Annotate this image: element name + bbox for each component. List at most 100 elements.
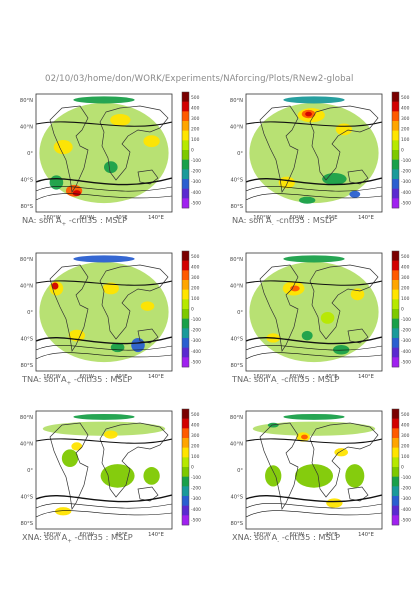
latitude-tick-label: 0° bbox=[237, 151, 243, 157]
anomaly-region bbox=[299, 196, 316, 204]
colorbar-swatch bbox=[392, 179, 399, 189]
latitude-tick-label: 40°N bbox=[230, 442, 243, 448]
latitude-tick-label: 80°N bbox=[230, 98, 243, 104]
anomaly-region bbox=[345, 464, 365, 488]
latitude-tick-label: 80°S bbox=[21, 521, 34, 527]
colorbar-swatch bbox=[392, 357, 399, 368]
colorbar-tick-label: 400 bbox=[401, 422, 410, 428]
colorbar-tick-label: -100 bbox=[401, 158, 411, 164]
colorbar-tick-label: 300 bbox=[191, 275, 200, 281]
colorbar-tick-label: -200 bbox=[191, 486, 201, 492]
mslp-map: 80°N 40°N 0° 40°S 80°S 160°W 60°W 40°E 140°E 500 4… bbox=[230, 91, 411, 221]
anomaly-region bbox=[100, 464, 135, 488]
colorbar-tick-label: 100 bbox=[401, 137, 410, 143]
anomaly-region bbox=[252, 421, 376, 436]
longitude-tick-label: 140°E bbox=[358, 374, 374, 380]
anomaly-region bbox=[301, 434, 308, 440]
longitude-tick-label: 140°E bbox=[148, 374, 164, 380]
colorbar-tick-label: 200 bbox=[401, 286, 410, 292]
contour-line bbox=[36, 494, 172, 503]
colorbar-frame bbox=[181, 408, 190, 526]
map-panel-na-plus: 80°N 40°N 0° 40°S 80°S 160°W 60°W 40°E 140°E 500 4… bbox=[10, 88, 201, 248]
contour-line bbox=[246, 121, 382, 127]
contour-line bbox=[36, 193, 172, 201]
colorbar-swatch bbox=[392, 169, 399, 180]
latitude-tick-label: 40°N bbox=[20, 125, 33, 131]
map-panel-na-minus: 80°N 40°N 0° 40°S 80°S 160°W 60°W 40°E 140°E 500 4… bbox=[220, 88, 411, 248]
colorbar-swatch bbox=[182, 198, 189, 209]
colorbar-frame bbox=[391, 91, 400, 209]
colorbar-tick-label: 0 bbox=[401, 465, 404, 471]
anomaly-region bbox=[283, 413, 345, 420]
colorbar-tick-label: 500 bbox=[191, 95, 200, 101]
colorbar-tick-label: 100 bbox=[401, 296, 410, 302]
anomaly-region bbox=[249, 261, 379, 363]
latitude-tick-label: 40°N bbox=[230, 284, 243, 290]
colorbar-tick-label: -300 bbox=[401, 179, 411, 185]
contour-line bbox=[246, 336, 382, 345]
map-frame bbox=[35, 252, 173, 372]
colorbar-tick-label: 500 bbox=[191, 412, 200, 418]
colorbar-swatch bbox=[182, 289, 189, 300]
colorbar-swatch bbox=[392, 309, 399, 319]
anomaly-region bbox=[110, 114, 131, 126]
anomaly-region bbox=[143, 467, 160, 485]
contour-line bbox=[36, 121, 172, 127]
anomaly-region bbox=[294, 464, 334, 488]
colorbar-frame bbox=[181, 250, 190, 368]
continent-outlines bbox=[259, 105, 379, 193]
anomaly-region bbox=[290, 285, 300, 292]
colorbar-swatch bbox=[182, 188, 189, 199]
anomaly-region bbox=[140, 301, 155, 311]
latitude-tick-label: 80°N bbox=[20, 415, 33, 421]
latitude-tick-label: 40°S bbox=[21, 337, 34, 343]
longitude-tick-label: 140°E bbox=[148, 532, 164, 538]
colorbar-tick-label: 200 bbox=[401, 444, 410, 450]
colorbar-swatch bbox=[392, 92, 399, 102]
colorbar-swatch bbox=[182, 121, 189, 131]
contour-line bbox=[246, 193, 382, 201]
anomaly-region bbox=[51, 282, 59, 290]
anomaly-region bbox=[73, 96, 135, 104]
colorbar-swatch bbox=[392, 101, 399, 112]
colorbar-swatch bbox=[182, 309, 189, 319]
contour-line bbox=[246, 494, 382, 503]
anomaly-region bbox=[326, 498, 343, 508]
latitude-tick-label: 80°N bbox=[20, 257, 33, 263]
latitude-tick-label: 0° bbox=[27, 151, 33, 157]
contour-line bbox=[36, 177, 172, 186]
colorbar-swatch bbox=[392, 476, 399, 487]
colorbar-swatch bbox=[392, 299, 399, 310]
colorbar-tick-label: 100 bbox=[401, 454, 410, 460]
anomaly-region bbox=[305, 111, 312, 117]
colorbar-tick-label: -300 bbox=[191, 496, 201, 502]
colorbar-swatch bbox=[392, 260, 399, 271]
latitude-tick-label: 40°N bbox=[230, 125, 243, 131]
anomaly-region bbox=[49, 175, 64, 190]
colorbar-swatch bbox=[182, 299, 189, 310]
colorbar-swatch bbox=[392, 318, 399, 329]
contour-line bbox=[36, 336, 172, 345]
colorbar-tick-label: 500 bbox=[191, 254, 200, 260]
mslp-map: 80°N 40°N 0° 40°S 80°S 160°W 60°W 40°E 140°E 500 4… bbox=[20, 91, 201, 221]
colorbar-tick-label: 200 bbox=[191, 286, 200, 292]
shaded-field bbox=[36, 413, 172, 518]
colorbar-tick-label: -500 bbox=[401, 200, 411, 206]
anomaly-region bbox=[55, 507, 72, 516]
colorbar-swatch bbox=[392, 418, 399, 429]
contour-line bbox=[36, 503, 172, 509]
contour-line bbox=[246, 438, 382, 444]
shaded-field bbox=[36, 255, 172, 363]
mslp-map: 80°N 40°N 0° 40°S 80°S 160°W 60°W 40°E 140°E 500 4… bbox=[230, 408, 411, 538]
colorbar-frame bbox=[391, 250, 400, 368]
colorbar-swatch bbox=[182, 260, 189, 271]
latitude-tick-label: 0° bbox=[27, 310, 33, 316]
colorbar-tick-label: -500 bbox=[191, 517, 201, 523]
colorbar-swatch bbox=[182, 476, 189, 487]
latitude-tick-label: 80°N bbox=[230, 415, 243, 421]
colorbar-tick-label: -200 bbox=[191, 328, 201, 334]
colorbar-swatch bbox=[392, 457, 399, 468]
contour-line bbox=[246, 186, 382, 192]
longitude-tick-label: 60°W bbox=[290, 532, 304, 538]
colorbar-swatch bbox=[392, 338, 399, 348]
